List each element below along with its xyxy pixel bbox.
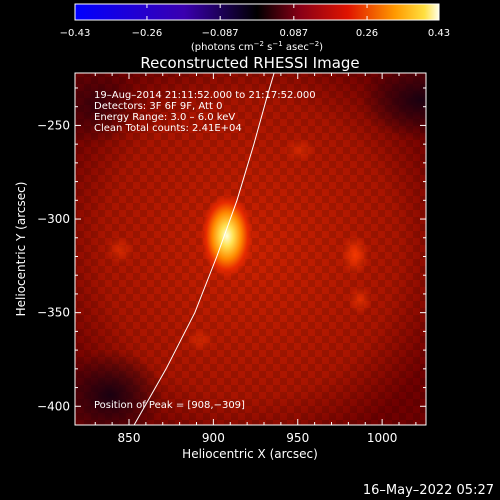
x-tick-label: 900 bbox=[202, 431, 225, 445]
footer-timestamp: 16–May–2022 05:27 bbox=[363, 483, 494, 498]
y-tick-label: −350 bbox=[37, 306, 70, 320]
colorbar-tick-label: −0.087 bbox=[202, 28, 239, 39]
colorbar bbox=[74, 3, 440, 21]
x-tick-label: 950 bbox=[286, 431, 309, 445]
x-axis-ticks: 850 900 950 1000 bbox=[94, 73, 417, 445]
peak-source bbox=[200, 193, 253, 278]
solar-limb-line bbox=[133, 73, 275, 425]
colorbar-tick-label: 0.26 bbox=[356, 28, 378, 39]
x-axis-label: Heliocentric X (arcsec) bbox=[182, 447, 318, 461]
annotation-counts: Clean Total counts: 2.41E+04 bbox=[94, 123, 242, 134]
y-tick-label: −250 bbox=[37, 118, 70, 132]
y-tick-label: −400 bbox=[37, 399, 70, 413]
colorbar-tick-label: −0.43 bbox=[60, 28, 91, 39]
x-tick-label: 850 bbox=[118, 431, 141, 445]
colorbar-tick-label: 0.43 bbox=[428, 28, 450, 39]
annotation-energy: Energy Range: 3.0 – 6.0 keV bbox=[94, 112, 235, 123]
colorbar-tick-label: −0.26 bbox=[132, 28, 163, 39]
annotation-detectors: Detectors: 3F 6F 9F, Att 0 bbox=[94, 101, 222, 112]
x-tick-label: 1000 bbox=[367, 431, 398, 445]
y-axis-label: Heliocentric Y (arcsec) bbox=[14, 182, 28, 317]
colorbar-ticks: −0.43 −0.26 −0.087 0.087 0.26 0.43 bbox=[60, 4, 450, 39]
heatmap-image bbox=[75, 73, 426, 425]
chart-title: Reconstructed RHESSI Image bbox=[140, 54, 359, 72]
y-tick-label: −300 bbox=[37, 212, 70, 226]
colorbar-tick-label: 0.087 bbox=[280, 28, 309, 39]
colorbar-unit-label: (photons cm−2 s−1 asec−2) bbox=[191, 40, 323, 53]
plot-frame bbox=[74, 72, 427, 426]
annotation-time: 19–Aug–2014 21:11:52.000 to 21:17:52.000 bbox=[94, 90, 316, 101]
peak-position-label: Position of Peak = [908,−309] bbox=[94, 400, 245, 411]
y-axis-ticks: −250 −300 −350 −400 bbox=[37, 87, 426, 413]
